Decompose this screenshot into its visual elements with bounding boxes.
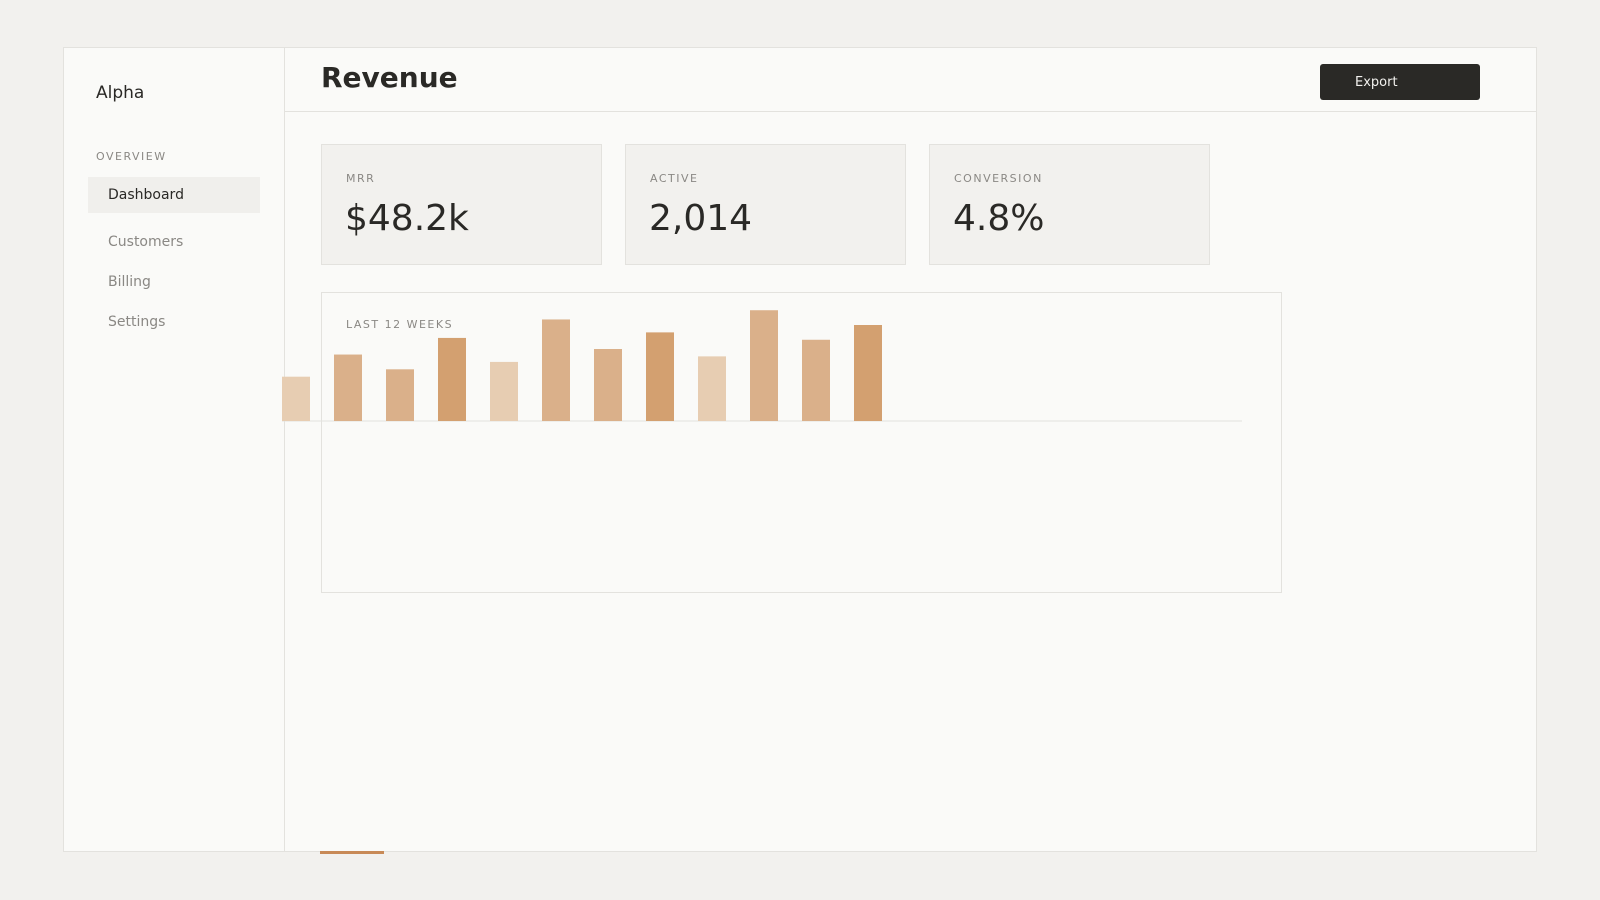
- sidebar-item-settings[interactable]: Settings: [108, 314, 166, 330]
- sidebar: Alpha OVERVIEW Dashboard Customers Billi…: [64, 48, 285, 851]
- bottom-accent-line: [320, 851, 384, 854]
- kpi-label: MRR: [346, 172, 376, 185]
- app-window: Alpha OVERVIEW Dashboard Customers Billi…: [63, 47, 1537, 852]
- kpi-card-active: ACTIVE 2,014: [625, 144, 906, 265]
- page-title: Revenue: [321, 61, 458, 94]
- sidebar-item-billing[interactable]: Billing: [108, 274, 151, 290]
- chart-bar-4: [438, 337, 466, 421]
- chart-bar-1: [282, 376, 310, 421]
- chart-title: LAST 12 WEEKS: [346, 318, 454, 331]
- kpi-card-conversion: CONVERSION 4.8%: [929, 144, 1210, 265]
- sidebar-item-customers[interactable]: Customers: [108, 234, 184, 250]
- chart-bar-8: [646, 332, 674, 421]
- kpi-card-mrr: MRR $48.2k: [321, 144, 602, 265]
- kpi-label: CONVERSION: [954, 172, 1043, 185]
- kpi-value: 4.8%: [953, 198, 1045, 239]
- chart-bar-10: [750, 310, 778, 421]
- chart-bar-3: [386, 369, 414, 421]
- chart-bar-2: [334, 354, 362, 421]
- chart-bar-6: [542, 319, 570, 421]
- chart-bar-11: [802, 339, 830, 421]
- bar-chart: [282, 310, 1242, 422]
- main-content: Revenue Export MRR $48.2k ACTIVE 2,014 C…: [282, 48, 1536, 851]
- export-button[interactable]: Export: [1320, 64, 1480, 100]
- chart-bar-9: [698, 356, 726, 421]
- brand-name: Alpha: [96, 83, 145, 103]
- chart-bar-7: [594, 349, 622, 421]
- chart-bar-12: [854, 325, 882, 421]
- chart-bar-5: [490, 361, 518, 421]
- sidebar-item-dashboard[interactable]: Dashboard: [88, 177, 260, 213]
- chart-card: LAST 12 WEEKS: [282, 292, 1282, 593]
- page-header: Revenue Export: [285, 48, 1536, 112]
- kpi-value: $48.2k: [345, 198, 469, 239]
- kpi-label: ACTIVE: [650, 172, 699, 185]
- sidebar-section-label: OVERVIEW: [96, 150, 167, 163]
- kpi-value: 2,014: [649, 198, 753, 239]
